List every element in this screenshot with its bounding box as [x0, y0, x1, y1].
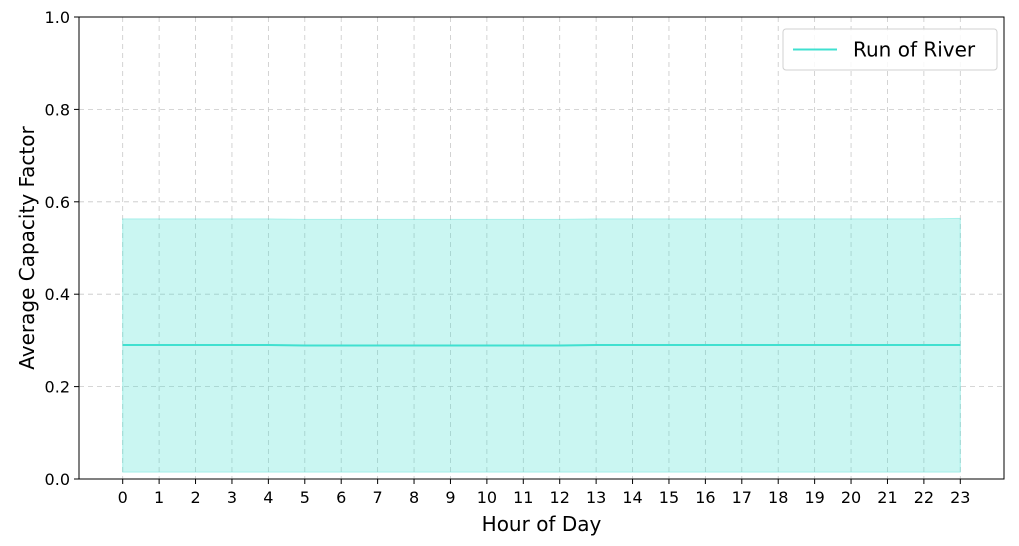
y-tick-label: 0.4 — [45, 285, 70, 304]
x-tick-label: 1 — [154, 488, 164, 507]
x-axis-label: Hour of Day — [482, 512, 602, 536]
y-axis-label: Average Capacity Factor — [15, 125, 39, 369]
y-tick-label: 0.6 — [45, 193, 70, 212]
legend-box — [782, 28, 998, 71]
x-tick-label: 15 — [659, 488, 679, 507]
x-tick-label: 8 — [409, 488, 419, 507]
x-tick-label: 21 — [877, 488, 897, 507]
x-tick-label: 20 — [841, 488, 861, 507]
x-tick-label: 0 — [118, 488, 128, 507]
y-tick-label: 0.0 — [45, 470, 70, 489]
x-tick-label: 7 — [373, 488, 383, 507]
legend-label-run-of-river: Run of River — [853, 38, 976, 62]
x-tick-label: 12 — [550, 488, 570, 507]
legend: Run of River — [782, 28, 998, 71]
x-tick-label: 4 — [263, 488, 273, 507]
x-tick-label: 13 — [586, 488, 606, 507]
x-tick-label: 11 — [513, 488, 533, 507]
x-tick-label: 10 — [477, 488, 497, 507]
x-tick-label: 19 — [804, 488, 824, 507]
x-tick-label: 3 — [227, 488, 237, 507]
y-tick-label: 0.2 — [45, 378, 70, 397]
x-tick-label: 17 — [732, 488, 752, 507]
x-tick-label: 14 — [622, 488, 642, 507]
tick-layer: 0 1 2 3 4 5 6 7 8 9 10 11 12 13 14 15 16 17 18 19 20 21 22 230.… — [45, 8, 971, 507]
plot-frame — [78, 16, 1005, 480]
x-tick-label: 16 — [695, 488, 715, 507]
x-tick-label: 2 — [190, 488, 200, 507]
y-tick-label: 0.8 — [45, 100, 70, 119]
x-tick-label: 9 — [445, 488, 455, 507]
x-tick-label: 22 — [914, 488, 934, 507]
x-tick-label: 18 — [768, 488, 788, 507]
x-tick-label: 5 — [300, 488, 310, 507]
x-tick-label: 23 — [950, 488, 970, 507]
x-tick-label: 6 — [336, 488, 346, 507]
y-tick-label: 1.0 — [45, 8, 70, 27]
